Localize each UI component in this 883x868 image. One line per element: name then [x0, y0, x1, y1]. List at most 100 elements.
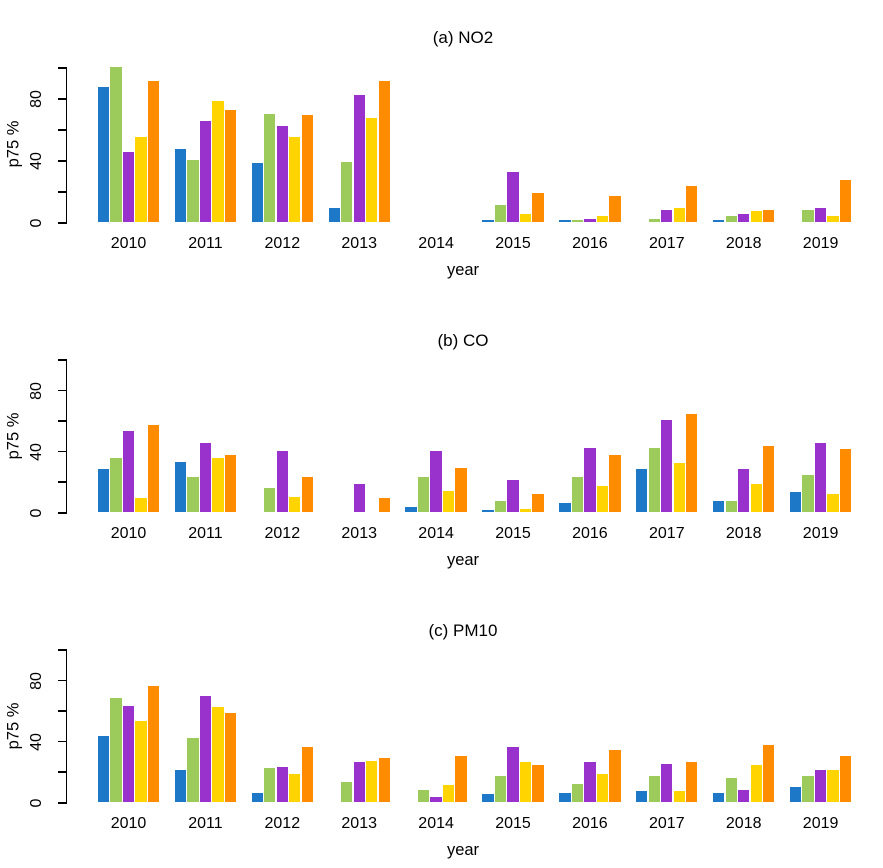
bar-2016-purple: [584, 447, 596, 512]
bar-2015-blue: [482, 510, 494, 512]
bar-2012-orange: [301, 115, 313, 222]
y-tick: [58, 450, 66, 453]
y-tick: [58, 222, 66, 224]
bar-2017-yellow: [673, 791, 685, 802]
y-axis-line: [65, 359, 68, 514]
x-tick-label-2017: 2017: [649, 525, 685, 542]
bar-2019-blue: [789, 786, 802, 802]
bar-2019-green: [802, 209, 814, 222]
bar-2018-green: [725, 501, 737, 512]
bar-2019-green: [802, 475, 814, 512]
chart-a-x-axis-label: year: [446, 261, 480, 279]
bar-2019-purple: [814, 769, 827, 802]
y-tick: [58, 67, 66, 69]
bar-2016-green: [571, 783, 584, 802]
x-tick-label-2015: 2015: [495, 235, 531, 252]
bar-2012-yellow: [289, 496, 301, 512]
bar-2011-orange: [224, 455, 237, 512]
bar-2016-blue: [559, 220, 571, 222]
y-tick-label: 80: [28, 671, 45, 690]
bar-2018-blue: [713, 792, 725, 802]
bar-2013-yellow: [366, 118, 378, 222]
x-tick-label-2010: 2010: [110, 815, 147, 832]
y-axis-line: [65, 649, 68, 804]
bar-2010-purple: [122, 152, 135, 222]
chart-c-pm10: (c) PM10 p75 % 0 40 80 2010 2011 2012 2013 2014…: [0, 580, 883, 868]
bar-2015-green: [494, 501, 507, 512]
bar-2011-yellow: [212, 101, 224, 222]
bar-2011-purple: [199, 443, 212, 512]
x-tick-label-2015: 2015: [495, 815, 531, 832]
bar-2017-orange: [686, 762, 698, 802]
bar-2012-green: [264, 487, 276, 512]
bar-2011-blue: [174, 461, 187, 512]
bar-2016-yellow: [596, 485, 609, 512]
x-tick-label-2010: 2010: [110, 235, 147, 252]
y-tick: [58, 481, 66, 483]
bar-2017-orange: [686, 414, 698, 512]
bar-2018-blue: [713, 501, 725, 512]
bar-2012-purple: [276, 766, 288, 802]
bar-2019-orange: [839, 180, 852, 222]
bar-2018-yellow: [750, 765, 762, 802]
bar-2016-orange: [609, 749, 621, 802]
x-tick-label-2010: 2010: [110, 525, 147, 542]
bar-2011-green: [187, 737, 199, 802]
bar-2018-orange: [763, 446, 775, 512]
bar-2018-yellow: [750, 211, 762, 222]
y-tick: [58, 512, 66, 514]
bar-2018-green: [725, 777, 737, 802]
bar-2019-orange: [839, 756, 852, 802]
bar-2010-yellow: [135, 136, 147, 222]
x-tick-label-2017: 2017: [649, 815, 685, 832]
chart-a-plot-area: 0 40 80 2010 2011 2012 2013 2014 2015 2016 2017 201…: [0, 0, 883, 290]
bar-2019-green: [802, 775, 814, 802]
bar-2018-blue: [713, 220, 725, 222]
bar-2018-yellow: [750, 484, 762, 512]
bar-2012-yellow: [289, 774, 301, 802]
chart-c-title: (c) PM10: [428, 621, 498, 640]
bar-2016-green: [571, 476, 584, 512]
bar-2015-blue: [482, 794, 494, 802]
bar-2015-yellow: [519, 214, 532, 222]
chart-b-title: (b) CO: [437, 331, 489, 350]
bar-2012-yellow: [289, 136, 301, 222]
bar-2018-orange: [763, 745, 775, 802]
bar-2013-orange: [378, 498, 390, 512]
y-tick-label: 0: [28, 508, 45, 518]
y-tick: [58, 740, 66, 743]
chart-b-x-axis-label: year: [446, 551, 480, 569]
bar-2013-purple: [353, 762, 365, 802]
chart-c-x-axis-label: year: [446, 841, 480, 859]
x-tick-label-2018: 2018: [725, 235, 762, 252]
bar-2014-yellow: [442, 490, 455, 512]
x-tick-label-2019: 2019: [802, 525, 839, 542]
bar-2010-blue: [97, 469, 110, 512]
bar-2010-green: [110, 67, 122, 222]
bar-2010-purple: [122, 705, 135, 802]
bar-2010-blue: [97, 736, 110, 802]
bar-2012-green: [264, 113, 276, 222]
bar-2010-yellow: [135, 720, 147, 802]
y-tick: [58, 420, 66, 422]
x-tick-label-2017: 2017: [649, 235, 685, 252]
bar-2013-green: [341, 161, 353, 222]
chart-b-co: (b) CO p75 % 0 40 80 2010 2011 2012 2013 2014 20…: [0, 290, 883, 580]
y-tick: [58, 160, 66, 162]
bar-2019-yellow: [827, 769, 839, 802]
y-tick-label: 0: [28, 798, 45, 808]
bar-2015-blue: [482, 220, 494, 222]
y-tick: [58, 191, 66, 193]
x-tick-label-2019: 2019: [802, 815, 839, 832]
bar-2010-green: [110, 697, 122, 802]
y-tick-label: 40: [28, 442, 45, 461]
bar-2012-orange: [301, 476, 313, 512]
y-tick-label: 40: [28, 732, 45, 751]
y-tick: [58, 771, 66, 773]
bar-2012-orange: [301, 746, 313, 802]
x-tick-label-2019: 2019: [802, 235, 839, 252]
x-tick-label-2012: 2012: [264, 525, 301, 542]
bar-2010-orange: [147, 424, 160, 512]
bar-2014-green: [417, 789, 430, 802]
x-tick-label-2012: 2012: [264, 815, 301, 832]
